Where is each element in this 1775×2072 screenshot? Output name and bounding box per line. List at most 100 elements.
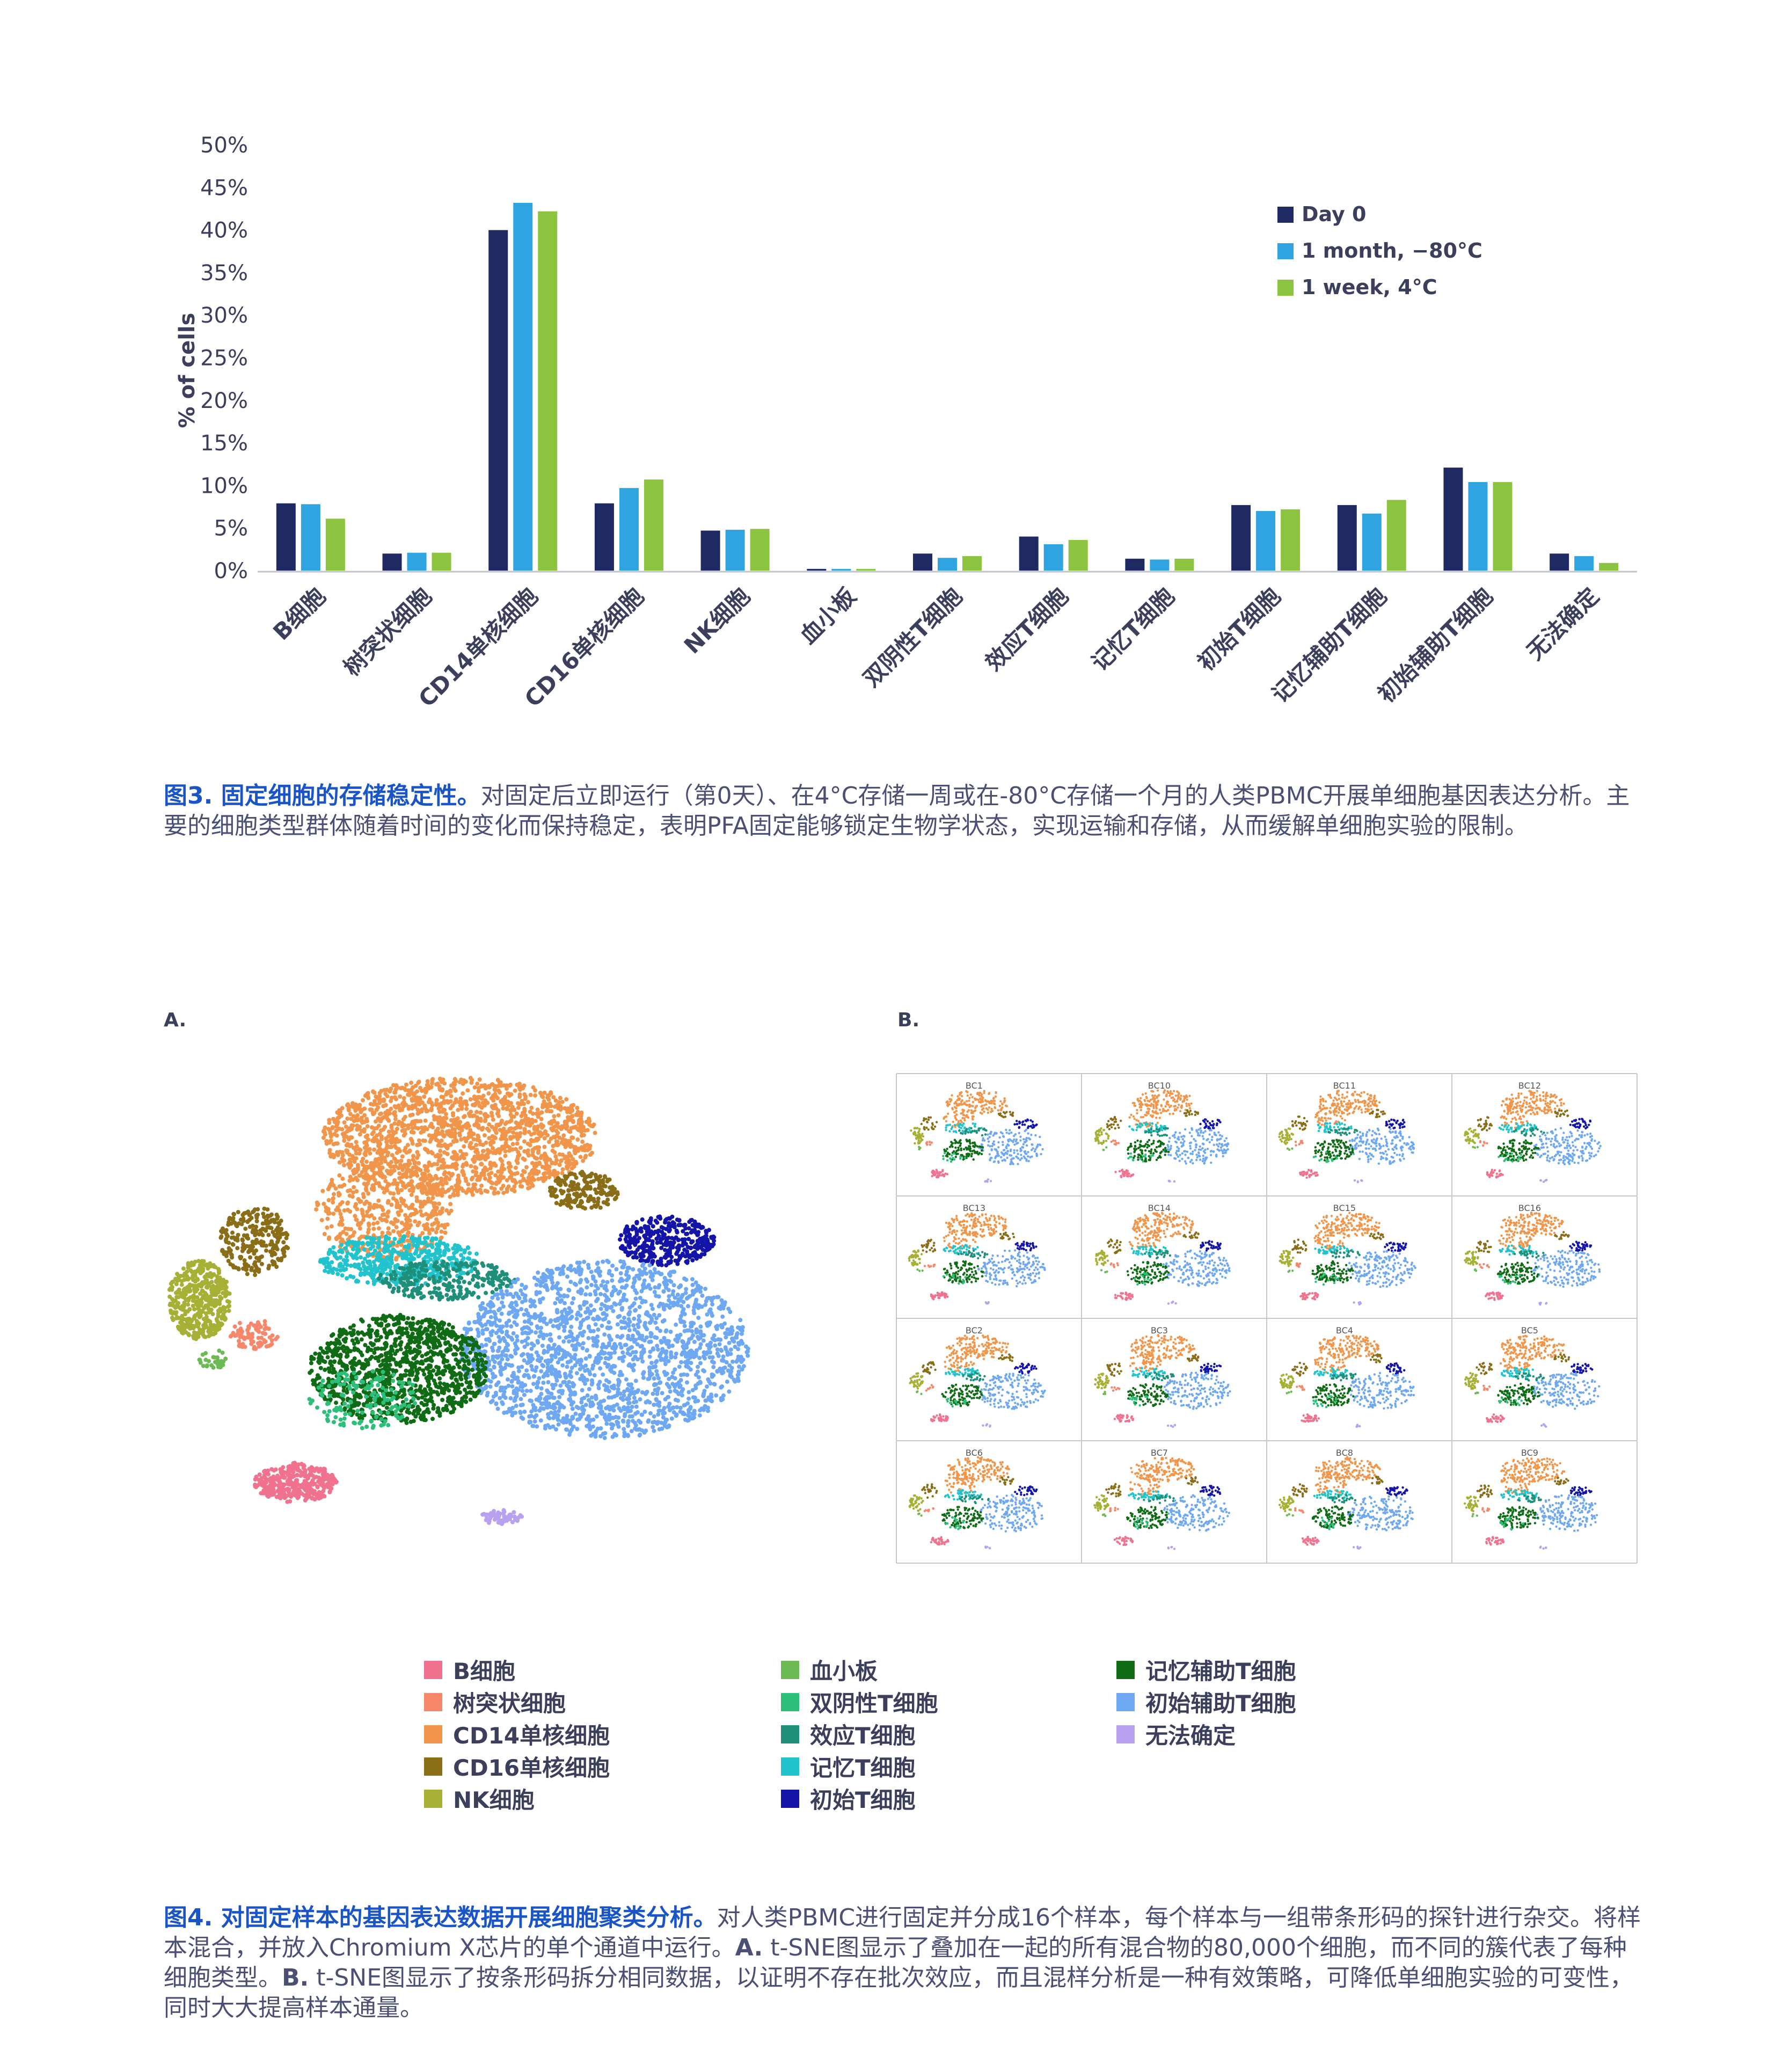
- tsne-point: [554, 1378, 559, 1383]
- tsne-point: [417, 1138, 421, 1143]
- tsne-point: [439, 1235, 444, 1240]
- tsne-point: [174, 1303, 179, 1308]
- tsne-point: [458, 1149, 463, 1154]
- tsne-point: [553, 1124, 558, 1129]
- tsne-point: [348, 1174, 353, 1179]
- tsne-point: [598, 1307, 603, 1311]
- tsne-point: [376, 1240, 381, 1245]
- tsne-point: [419, 1109, 424, 1114]
- tsne-point: [459, 1137, 464, 1142]
- tsne-point: [626, 1253, 631, 1258]
- tsne-point: [401, 1133, 406, 1138]
- tsne-point: [674, 1351, 678, 1356]
- tsne-point: [503, 1141, 508, 1146]
- tsne-point: [332, 1153, 337, 1158]
- tsne-point: [345, 1148, 350, 1153]
- tsne-point: [549, 1090, 553, 1095]
- tsne-point: [271, 1246, 275, 1251]
- tsne-point: [394, 1097, 398, 1101]
- tsne-point: [633, 1378, 638, 1383]
- tsne-point: [441, 1282, 446, 1287]
- tsne-point: [653, 1219, 658, 1223]
- tsne-point: [468, 1132, 472, 1137]
- tsne-point: [259, 1261, 264, 1266]
- tsne-point: [466, 1111, 471, 1116]
- tsne-point: [416, 1237, 421, 1242]
- tsne-point: [248, 1255, 253, 1260]
- tsne-point: [738, 1318, 743, 1323]
- tsne-point: [428, 1272, 433, 1276]
- tsne-point: [386, 1281, 391, 1286]
- tsne-point: [375, 1204, 379, 1209]
- tsne-point: [254, 1219, 259, 1223]
- tsne-point: [260, 1331, 265, 1336]
- tsne-point: [502, 1272, 507, 1277]
- tsne-point: [404, 1274, 408, 1279]
- tsne-point: [348, 1159, 353, 1164]
- legend-label: 1 month, −80°C: [1302, 239, 1482, 262]
- tsne-point: [268, 1225, 273, 1230]
- tsne-point: [472, 1085, 477, 1090]
- tsne-point: [386, 1230, 390, 1235]
- tsne-point: [442, 1134, 447, 1139]
- tsne-point: [674, 1251, 679, 1256]
- tsne-point: [408, 1223, 413, 1228]
- tsne-point: [490, 1082, 495, 1086]
- tsne-point: [371, 1185, 376, 1190]
- tsne-point: [618, 1237, 622, 1242]
- tsne-point: [456, 1180, 461, 1185]
- tsne-point: [382, 1115, 386, 1120]
- bar: [725, 529, 745, 571]
- tsne-point: [479, 1171, 484, 1176]
- tsne-point: [394, 1199, 399, 1203]
- tsne-point: [425, 1079, 430, 1084]
- tsne-point: [496, 1114, 501, 1118]
- tsne-point: [556, 1125, 561, 1129]
- tsne-point: [434, 1098, 439, 1103]
- tsne-point: [473, 1102, 478, 1107]
- y-tick-label: 25%: [200, 346, 248, 371]
- tsne-point: [457, 1123, 462, 1128]
- tsne-point: [422, 1248, 427, 1253]
- tsne-point: [415, 1292, 420, 1296]
- tsne-point: [698, 1236, 703, 1241]
- tsne-point: [363, 1134, 368, 1139]
- tsne-point: [457, 1267, 462, 1272]
- tsne-point: [364, 1182, 369, 1187]
- tsne-point: [227, 1216, 232, 1221]
- tsne-point: [607, 1380, 611, 1384]
- tsne-point: [479, 1183, 484, 1188]
- tsne-point: [442, 1252, 447, 1257]
- tsne-point: [505, 1283, 509, 1288]
- tsne-point: [571, 1296, 576, 1301]
- tsne-point: [676, 1245, 681, 1250]
- tsne-point: [514, 1111, 519, 1116]
- tsne-point: [449, 1172, 454, 1177]
- tsne-point: [342, 1139, 347, 1143]
- tsne-point: [191, 1263, 196, 1267]
- tsne-point: [457, 1275, 462, 1280]
- tsne-point: [550, 1185, 554, 1190]
- tsne-point: [462, 1172, 466, 1177]
- tsne-point: [477, 1077, 482, 1082]
- tsne-point: [201, 1317, 206, 1322]
- x-tick-label: 无法确定: [1522, 582, 1604, 665]
- tsne-point: [364, 1159, 369, 1164]
- tsne-point: [533, 1088, 537, 1093]
- tsne-point: [354, 1202, 359, 1207]
- tsne-point: [528, 1123, 532, 1128]
- tsne-point: [491, 1146, 495, 1150]
- tsne-point: [437, 1110, 442, 1114]
- tsne-point: [545, 1133, 550, 1137]
- tsne-point: [425, 1222, 429, 1227]
- tsne-point: [367, 1221, 371, 1226]
- tsne-point: [693, 1222, 698, 1227]
- tsne-point: [246, 1250, 251, 1254]
- tsne-point: [423, 1227, 428, 1231]
- tsne-point: [264, 1248, 268, 1253]
- tsne-point: [372, 1236, 377, 1241]
- tsne-point: [696, 1253, 700, 1258]
- tsne-point: [178, 1307, 183, 1311]
- tsne-point: [659, 1263, 664, 1267]
- tsne-point: [421, 1294, 426, 1299]
